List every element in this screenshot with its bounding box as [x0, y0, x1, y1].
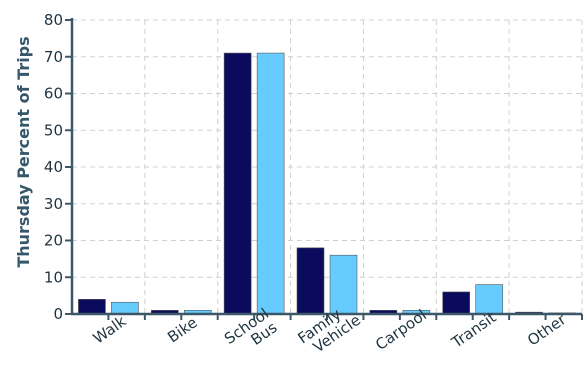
y-ticks: 0 10 20 30 40 50 60 70 80 [44, 11, 72, 323]
x-tick-label-line: Walk [90, 312, 130, 348]
bar-series-2-cat-4 [329, 254, 358, 315]
y-tick-label: 60 [44, 85, 63, 103]
y-axis-label: Thursday Percent of Trips [14, 36, 33, 267]
bar-series-1-cat-4 [296, 247, 325, 315]
bar-series-1-cat-6 [442, 291, 471, 315]
y-tick-label: 40 [44, 158, 63, 176]
y-tick-label: 20 [44, 232, 63, 250]
bar-series-2-cat-3 [256, 52, 285, 315]
x-tick-label-line: Bike [164, 313, 200, 346]
bar-series-1-cat-3 [223, 52, 252, 315]
x-tick-label: Bike [164, 313, 200, 346]
bar-series-1-cat-1 [78, 298, 106, 315]
grid-lines [72, 19, 583, 314]
y-tick-label: 10 [44, 268, 63, 286]
x-tick-label-line: Other [524, 310, 570, 350]
x-tick-label: Walk [90, 312, 130, 348]
y-tick-label: 70 [44, 48, 63, 66]
y-tick-label: 0 [53, 305, 63, 323]
y-tick-label: 30 [44, 195, 63, 213]
y-tick-label: 50 [44, 121, 63, 139]
y-tick-label: 80 [44, 11, 63, 29]
x-tick-label: Other [524, 310, 570, 350]
bar-series-2-cat-1 [111, 301, 139, 315]
bars [78, 52, 576, 315]
